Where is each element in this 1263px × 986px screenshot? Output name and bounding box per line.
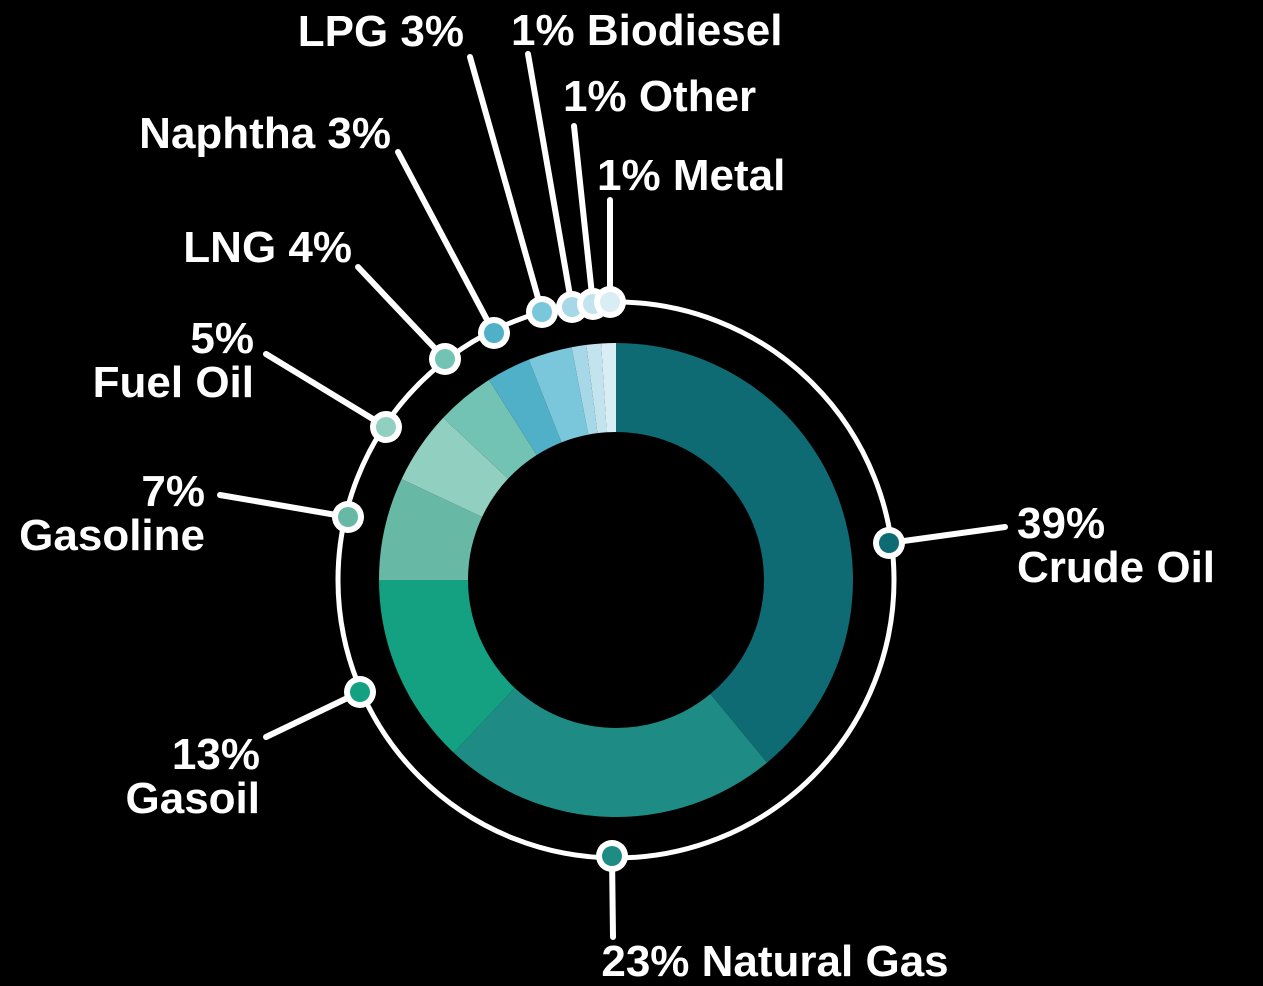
- donut-segment-natural-gas: [453, 687, 768, 817]
- slice-label-line: Gasoline: [19, 511, 205, 560]
- dot-lng: [435, 349, 455, 369]
- donut-segments: [378, 343, 853, 817]
- slice-label-metal: 1% Metal: [597, 151, 785, 200]
- leader-line-lpg: [467, 54, 545, 315]
- dot-crude-oil: [879, 533, 899, 553]
- donut-segment-gasoil: [378, 580, 515, 753]
- slice-label-biodiesel: 1% Biodiesel: [511, 6, 782, 55]
- slice-label-line: 1% Biodiesel: [511, 6, 782, 55]
- dot-lpg: [532, 302, 552, 322]
- donut-segment-crude-oil: [616, 343, 853, 763]
- leader-line-naphtha: [395, 149, 497, 336]
- leader-line-fuel-oil: [263, 351, 389, 430]
- leader-line-gasoil: [263, 689, 363, 740]
- donut-segment-other: [586, 343, 607, 434]
- slice-label-fuel-oil: 5% Fuel Oil: [93, 314, 254, 407]
- slice-label-line: 1% Metal: [597, 151, 785, 200]
- donut-segment-naphtha: [489, 359, 562, 456]
- donut-segment-metal: [601, 343, 616, 433]
- slice-label-line: 13%: [172, 730, 260, 779]
- slice-label-naphtha: Naphtha 3%: [139, 109, 391, 158]
- slice-label-gasoil: 13% Gasoil: [126, 730, 261, 823]
- slice-label-line: 5%: [190, 314, 254, 363]
- slice-label-line: 7%: [141, 467, 205, 516]
- dot-naphtha: [484, 323, 504, 343]
- leader-line-lng: [355, 264, 448, 362]
- slice-label-line: 23% Natural Gas: [601, 937, 948, 986]
- leader-line-biodiesel: [525, 51, 575, 310]
- dot-gasoline: [338, 507, 358, 527]
- slice-label-line: 1% Other: [563, 72, 756, 121]
- dot-natural-gas: [602, 846, 622, 866]
- dot-biodiesel: [562, 297, 582, 317]
- slice-label-crude-oil: 39% Crude Oil: [1017, 499, 1215, 592]
- slice-label-other: 1% Other: [563, 72, 756, 121]
- donut-segment-fuel-oil: [401, 417, 509, 517]
- dot-fuel-oil: [376, 417, 396, 437]
- slice-label-line: 39%: [1017, 499, 1105, 548]
- segment-dots: [332, 286, 905, 872]
- donut-segment-lng: [443, 379, 537, 479]
- dot-metal: [600, 292, 620, 312]
- slice-label-line: Gasoil: [126, 774, 261, 823]
- donut-segment-lpg: [528, 347, 589, 443]
- leader-line-other: [571, 123, 596, 307]
- leader-line-gasoline: [217, 492, 351, 520]
- slice-label-natural-gas: 23% Natural Gas: [601, 937, 948, 986]
- slice-label-gasoline: 7% Gasoline: [19, 467, 205, 560]
- slice-label-line: LPG 3%: [298, 7, 464, 56]
- dot-gasoil: [350, 682, 370, 702]
- donut-segment-biodiesel: [571, 344, 598, 435]
- donut-segment-gasoline: [379, 479, 483, 580]
- slice-label-line: Crude Oil: [1017, 543, 1215, 592]
- slice-label-lpg: LPG 3%: [298, 7, 464, 56]
- leader-line-crude-oil: [886, 524, 1008, 546]
- slice-label-line: LNG 4%: [183, 223, 352, 272]
- slice-label-line: Fuel Oil: [93, 358, 254, 407]
- slice-label-line: Naphtha 3%: [139, 109, 391, 158]
- slice-label-lng: LNG 4%: [183, 223, 352, 272]
